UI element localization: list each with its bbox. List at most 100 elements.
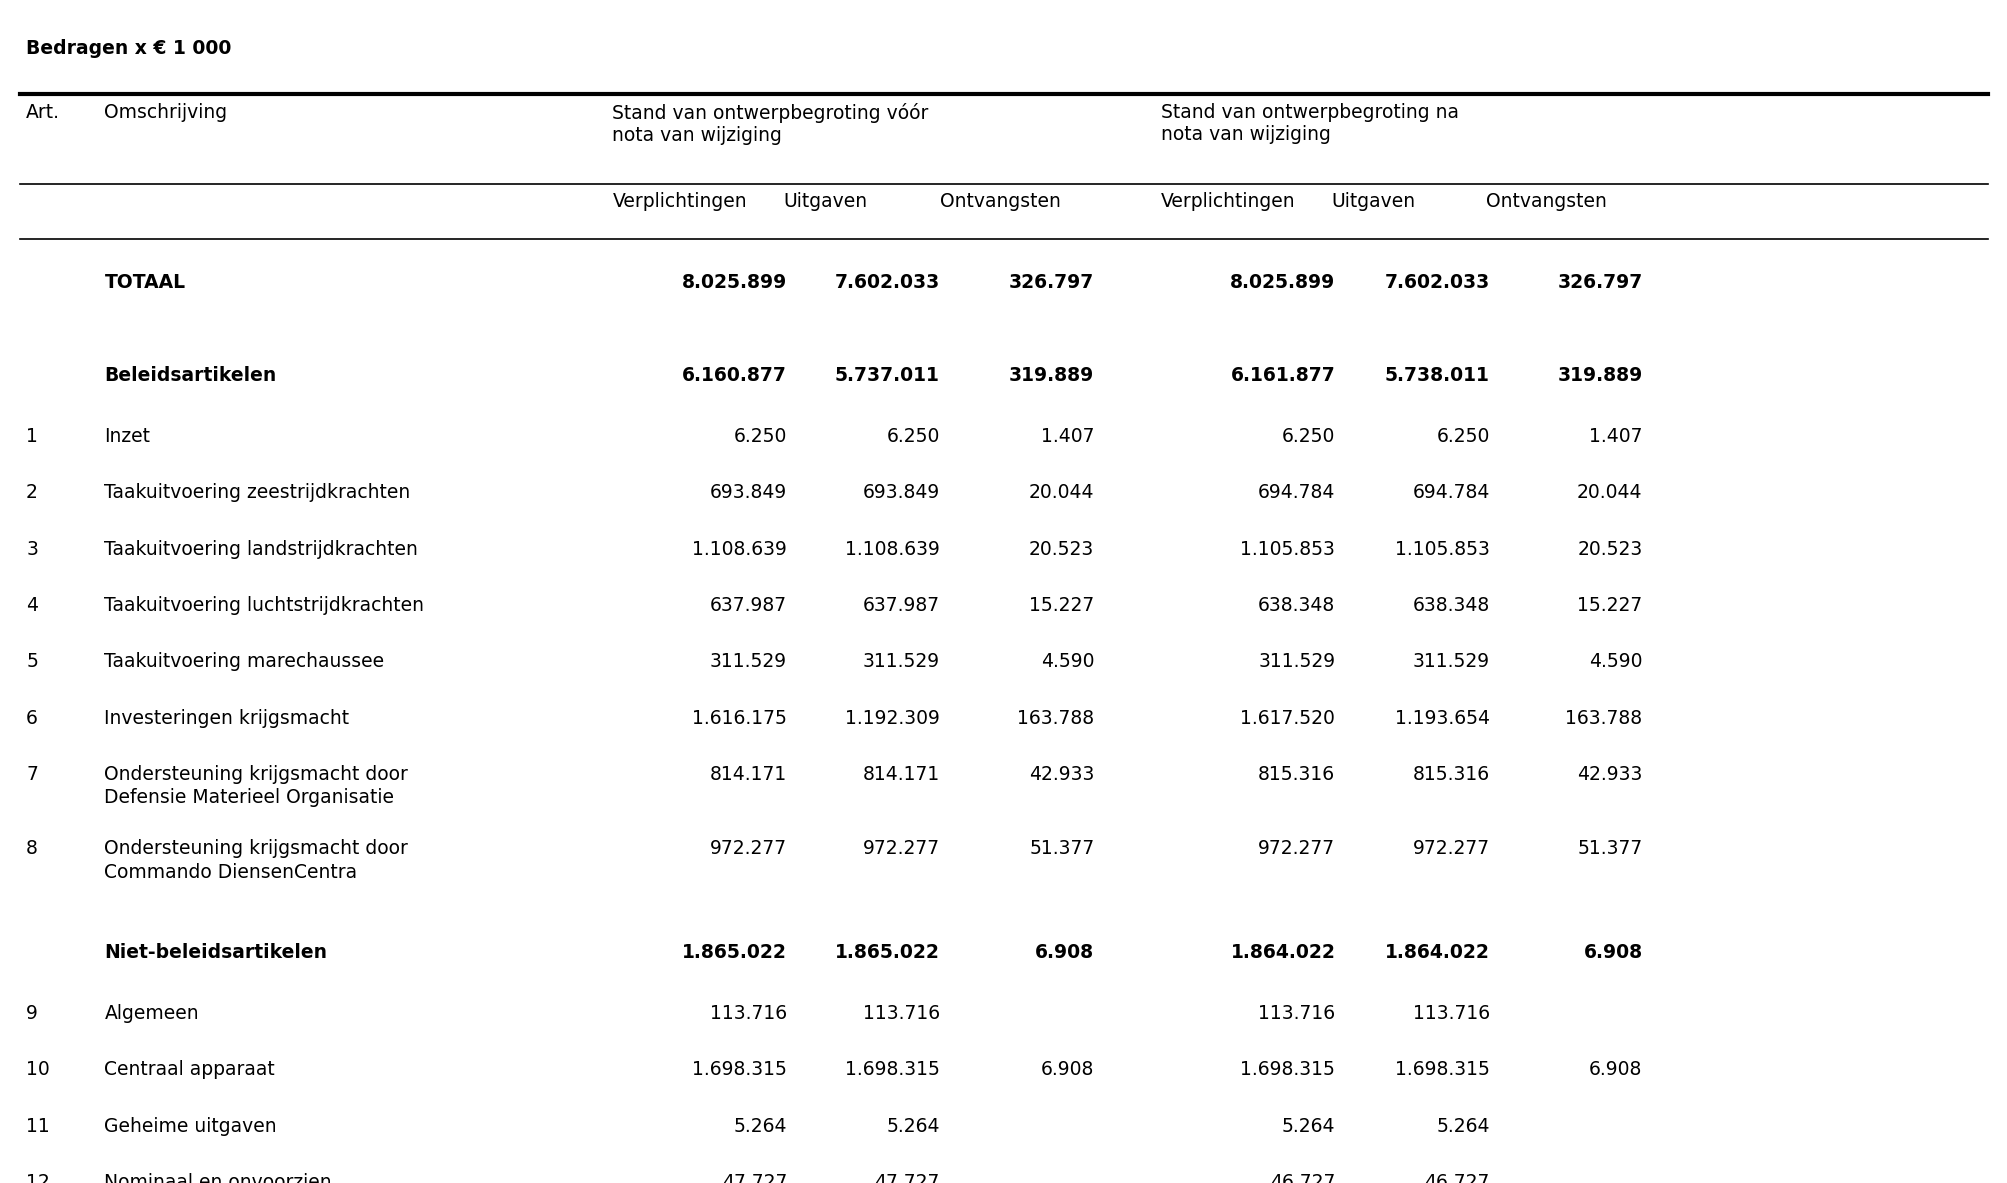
Text: 693.849: 693.849 bbox=[710, 484, 787, 503]
Text: 51.377: 51.377 bbox=[1030, 840, 1094, 859]
Text: Taakuitvoering zeestrijdkrachten: Taakuitvoering zeestrijdkrachten bbox=[104, 484, 411, 503]
Text: 113.716: 113.716 bbox=[1258, 1004, 1335, 1023]
Text: Beleidsartikelen: Beleidsartikelen bbox=[104, 367, 277, 386]
Text: 814.171: 814.171 bbox=[863, 765, 939, 784]
Text: 326.797: 326.797 bbox=[1010, 272, 1094, 292]
Text: 113.716: 113.716 bbox=[863, 1004, 939, 1023]
Text: Omschrijving: Omschrijving bbox=[104, 103, 227, 122]
Text: 319.889: 319.889 bbox=[1010, 367, 1094, 386]
Text: 6.250: 6.250 bbox=[733, 427, 787, 446]
Text: 311.529: 311.529 bbox=[1413, 652, 1489, 671]
Text: 46.727: 46.727 bbox=[1268, 1172, 1335, 1183]
Text: 2: 2 bbox=[26, 484, 38, 503]
Text: 20.523: 20.523 bbox=[1030, 539, 1094, 558]
Text: TOTAAL: TOTAAL bbox=[104, 272, 185, 292]
Text: Ontvangsten: Ontvangsten bbox=[939, 192, 1060, 211]
Text: Uitgaven: Uitgaven bbox=[783, 192, 867, 211]
Text: Investeringen krijgsmacht: Investeringen krijgsmacht bbox=[104, 709, 349, 728]
Text: 4.590: 4.590 bbox=[1040, 652, 1094, 671]
Text: 1.407: 1.407 bbox=[1040, 427, 1094, 446]
Text: Taakuitvoering luchtstrijdkrachten: Taakuitvoering luchtstrijdkrachten bbox=[104, 596, 423, 615]
Text: Taakuitvoering landstrijdkrachten: Taakuitvoering landstrijdkrachten bbox=[104, 539, 417, 558]
Text: 8.025.899: 8.025.899 bbox=[1230, 272, 1335, 292]
Text: 6.250: 6.250 bbox=[885, 427, 939, 446]
Text: 47.727: 47.727 bbox=[873, 1172, 939, 1183]
Text: 1.698.315: 1.698.315 bbox=[692, 1060, 787, 1079]
Text: 47.727: 47.727 bbox=[721, 1172, 787, 1183]
Text: 163.788: 163.788 bbox=[1018, 709, 1094, 728]
Text: 1.865.022: 1.865.022 bbox=[682, 943, 787, 962]
Text: 42.933: 42.933 bbox=[1575, 765, 1642, 784]
Text: 1.698.315: 1.698.315 bbox=[845, 1060, 939, 1079]
Text: 20.044: 20.044 bbox=[1028, 484, 1094, 503]
Text: 9: 9 bbox=[26, 1004, 38, 1023]
Text: 1.407: 1.407 bbox=[1588, 427, 1642, 446]
Text: 15.227: 15.227 bbox=[1030, 596, 1094, 615]
Text: 5.264: 5.264 bbox=[733, 1117, 787, 1136]
Text: 1: 1 bbox=[26, 427, 38, 446]
Text: 8: 8 bbox=[26, 840, 38, 859]
Text: 5.264: 5.264 bbox=[1435, 1117, 1489, 1136]
Text: 311.529: 311.529 bbox=[863, 652, 939, 671]
Text: 1.865.022: 1.865.022 bbox=[835, 943, 939, 962]
Text: 638.348: 638.348 bbox=[1413, 596, 1489, 615]
Text: Uitgaven: Uitgaven bbox=[1331, 192, 1415, 211]
Text: 6.908: 6.908 bbox=[1588, 1060, 1642, 1079]
Text: 1.105.853: 1.105.853 bbox=[1240, 539, 1335, 558]
Text: 1.616.175: 1.616.175 bbox=[692, 709, 787, 728]
Text: 6: 6 bbox=[26, 709, 38, 728]
Text: Algemeen: Algemeen bbox=[104, 1004, 199, 1023]
Text: 5.264: 5.264 bbox=[1280, 1117, 1335, 1136]
Text: Centraal apparaat: Centraal apparaat bbox=[104, 1060, 275, 1079]
Text: 972.277: 972.277 bbox=[863, 840, 939, 859]
Text: 972.277: 972.277 bbox=[1258, 840, 1335, 859]
Text: Stand van ontwerpbegroting na
nota van wijziging: Stand van ontwerpbegroting na nota van w… bbox=[1160, 103, 1457, 143]
Text: 319.889: 319.889 bbox=[1557, 367, 1642, 386]
Text: Ontvangsten: Ontvangsten bbox=[1485, 192, 1606, 211]
Text: 1.105.853: 1.105.853 bbox=[1395, 539, 1489, 558]
Text: 638.348: 638.348 bbox=[1258, 596, 1335, 615]
Text: 113.716: 113.716 bbox=[710, 1004, 787, 1023]
Text: 6.250: 6.250 bbox=[1280, 427, 1335, 446]
Text: 10: 10 bbox=[26, 1060, 50, 1079]
Text: 814.171: 814.171 bbox=[710, 765, 787, 784]
Text: 694.784: 694.784 bbox=[1256, 484, 1335, 503]
Text: 693.849: 693.849 bbox=[863, 484, 939, 503]
Text: 815.316: 815.316 bbox=[1258, 765, 1335, 784]
Text: 4.590: 4.590 bbox=[1588, 652, 1642, 671]
Text: 1.108.639: 1.108.639 bbox=[692, 539, 787, 558]
Text: 815.316: 815.316 bbox=[1413, 765, 1489, 784]
Text: 113.716: 113.716 bbox=[1413, 1004, 1489, 1023]
Text: 1.193.654: 1.193.654 bbox=[1395, 709, 1489, 728]
Text: Verplichtingen: Verplichtingen bbox=[612, 192, 747, 211]
Text: 3: 3 bbox=[26, 539, 38, 558]
Text: 1.864.022: 1.864.022 bbox=[1385, 943, 1489, 962]
Text: Geheime uitgaven: Geheime uitgaven bbox=[104, 1117, 277, 1136]
Text: Art.: Art. bbox=[26, 103, 60, 122]
Text: 311.529: 311.529 bbox=[710, 652, 787, 671]
Text: 8.025.899: 8.025.899 bbox=[682, 272, 787, 292]
Text: Ondersteuning krijgsmacht door
Defensie Materieel Organisatie: Ondersteuning krijgsmacht door Defensie … bbox=[104, 765, 407, 808]
Text: 11: 11 bbox=[26, 1117, 50, 1136]
Text: 4: 4 bbox=[26, 596, 38, 615]
Text: 6.160.877: 6.160.877 bbox=[682, 367, 787, 386]
Text: 6.161.877: 6.161.877 bbox=[1230, 367, 1335, 386]
Text: 1.108.639: 1.108.639 bbox=[845, 539, 939, 558]
Text: 637.987: 637.987 bbox=[863, 596, 939, 615]
Text: 20.523: 20.523 bbox=[1578, 539, 1642, 558]
Text: 326.797: 326.797 bbox=[1557, 272, 1642, 292]
Text: 163.788: 163.788 bbox=[1565, 709, 1642, 728]
Text: 1.864.022: 1.864.022 bbox=[1230, 943, 1335, 962]
Text: 5.264: 5.264 bbox=[885, 1117, 939, 1136]
Text: Verplichtingen: Verplichtingen bbox=[1160, 192, 1295, 211]
Text: 7.602.033: 7.602.033 bbox=[835, 272, 939, 292]
Text: Ondersteuning krijgsmacht door
Commando DiensenCentra: Ondersteuning krijgsmacht door Commando … bbox=[104, 840, 407, 881]
Text: 20.044: 20.044 bbox=[1575, 484, 1642, 503]
Text: 1.698.315: 1.698.315 bbox=[1240, 1060, 1335, 1079]
Text: 972.277: 972.277 bbox=[710, 840, 787, 859]
Text: 694.784: 694.784 bbox=[1411, 484, 1489, 503]
Text: 1.617.520: 1.617.520 bbox=[1240, 709, 1335, 728]
Text: 6.908: 6.908 bbox=[1040, 1060, 1094, 1079]
Text: 5.738.011: 5.738.011 bbox=[1385, 367, 1489, 386]
Text: Nominaal en onvoorzien: Nominaal en onvoorzien bbox=[104, 1172, 331, 1183]
